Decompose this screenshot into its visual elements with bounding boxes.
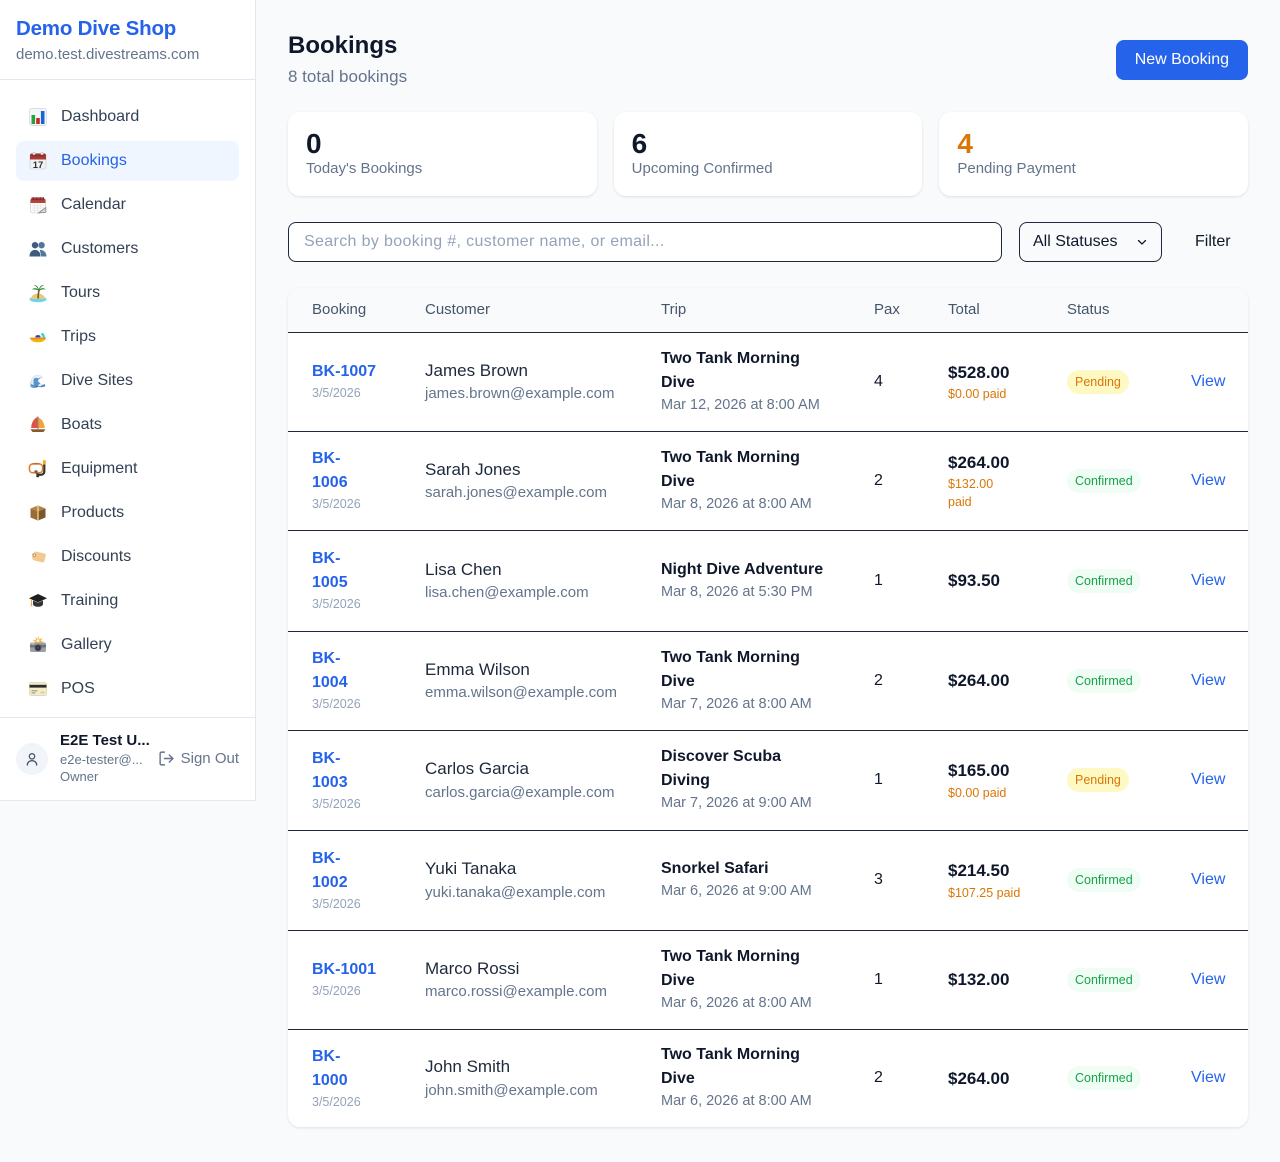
svg-text:17: 17 [33,160,44,171]
